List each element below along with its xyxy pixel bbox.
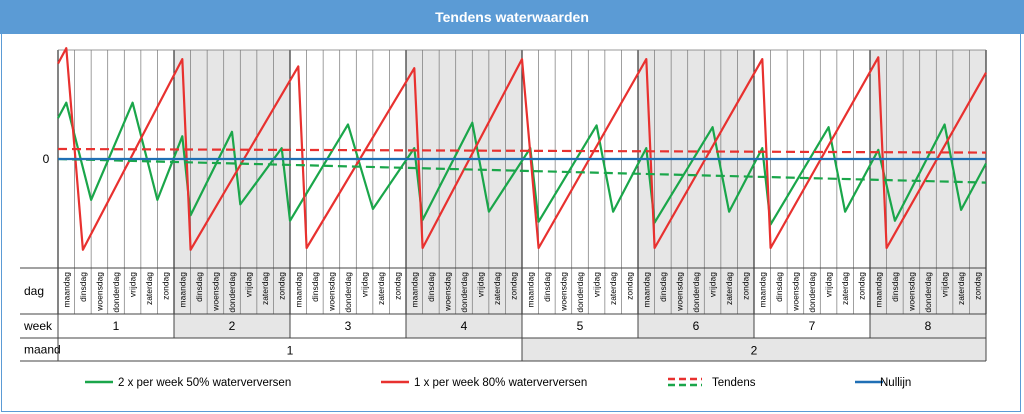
x-tick-label-day: zaterdag xyxy=(956,272,966,305)
x-tick-label-day: donderdag xyxy=(227,272,237,313)
x-tick-label-day: woensdag xyxy=(210,272,220,312)
x-tick-label-day: zaterdag xyxy=(608,272,618,305)
week-label: 8 xyxy=(925,319,932,333)
row-label-day: dag xyxy=(24,284,44,298)
series-line-tendens xyxy=(57,157,987,184)
x-tick-label-day: dinsdag xyxy=(310,272,320,302)
x-tick-label-day: maandag xyxy=(61,272,71,308)
x-tick-label-day: vrijdag xyxy=(244,272,254,297)
x-tick-label-day: dinsdag xyxy=(194,272,204,302)
row-label-week: week xyxy=(23,319,53,333)
x-tick-label-day: vrijdag xyxy=(476,272,486,297)
week-label: 3 xyxy=(345,319,352,333)
x-tick-label-day: vrijdag xyxy=(592,272,602,297)
x-tick-label-day: zondag xyxy=(277,272,287,300)
x-tick-label-day: dinsdag xyxy=(890,272,900,302)
series-line-1-x-per-week-80-waterverversen xyxy=(57,47,987,251)
x-tick-label-day: maandag xyxy=(177,272,187,308)
x-tick-label-day: zondag xyxy=(161,272,171,300)
legend-label: Nullijn xyxy=(880,377,911,389)
x-tick-label-day: woensdag xyxy=(558,272,568,312)
x-tick-label-day: woensdag xyxy=(326,272,336,312)
chart-frame xyxy=(1,34,1021,412)
week-label: 5 xyxy=(577,319,584,333)
x-tick-label-day: dinsdag xyxy=(774,272,784,302)
x-tick-label-day: zondag xyxy=(857,272,867,300)
legend-label: 1 x per week 80% waterverversen xyxy=(414,377,587,389)
x-tick-label-day: zaterdag xyxy=(376,272,386,305)
x-tick-label-day: zondag xyxy=(393,272,403,300)
shaded-week-band xyxy=(638,50,754,338)
x-tick-label-day: zondag xyxy=(625,272,635,300)
x-tick-label-day: zondag xyxy=(741,272,751,300)
x-tick-label-day: dinsdag xyxy=(542,272,552,302)
x-tick-label-day: zaterdag xyxy=(144,272,154,305)
x-tick-label-day: zaterdag xyxy=(492,272,502,305)
x-tick-label-day: vrijdag xyxy=(708,272,718,297)
x-tick-label-day: donderdag xyxy=(111,272,121,313)
x-tick-label-day: maandag xyxy=(641,272,651,308)
x-tick-label-day: vrijdag xyxy=(940,272,950,297)
x-tick-label-day: dinsdag xyxy=(78,272,88,302)
month-label: 1 xyxy=(287,344,294,358)
x-tick-label-day: zondag xyxy=(509,272,519,300)
x-tick-label-day: woensdag xyxy=(906,272,916,312)
x-tick-label-day: maandag xyxy=(525,272,535,308)
row-label-month: maand xyxy=(24,343,61,357)
x-tick-label-day: woensdag xyxy=(790,272,800,312)
x-tick-label-day: maandag xyxy=(409,272,419,308)
shaded-month-band xyxy=(522,338,986,361)
x-tick-label-day: vrijdag xyxy=(824,272,834,297)
shaded-week-band xyxy=(174,50,290,338)
x-tick-label-day: donderdag xyxy=(691,272,701,313)
chart-title: Tendens waterwaarden xyxy=(435,9,589,25)
week-label: 6 xyxy=(693,319,700,333)
x-tick-label-day: zaterdag xyxy=(840,272,850,305)
x-tick-label-day: maandag xyxy=(873,272,883,308)
x-tick-label-day: vrijdag xyxy=(360,272,370,297)
x-tick-label-day: donderdag xyxy=(923,272,933,313)
x-tick-label-day: woensdag xyxy=(442,272,452,312)
x-tick-label-day: woensdag xyxy=(94,272,104,312)
week-label: 2 xyxy=(229,319,236,333)
legend-label: Tendens xyxy=(712,377,756,389)
x-tick-label-day: donderdag xyxy=(459,272,469,313)
x-tick-label-day: donderdag xyxy=(807,272,817,313)
week-label: 7 xyxy=(809,319,816,333)
x-tick-label-day: maandag xyxy=(757,272,767,308)
week-label: 1 xyxy=(113,319,120,333)
x-tick-label-day: dinsdag xyxy=(658,272,668,302)
x-tick-label-day: maandag xyxy=(293,272,303,308)
legend-label: 2 x per week 50% waterverversen xyxy=(118,377,291,389)
series-line-tendens xyxy=(57,147,987,154)
month-label: 2 xyxy=(751,344,758,358)
week-label: 4 xyxy=(461,319,468,333)
x-tick-label-day: dinsdag xyxy=(426,272,436,302)
x-tick-label-day: zondag xyxy=(973,272,983,300)
y-tick-label-zero: 0 xyxy=(43,152,50,166)
x-tick-label-day: woensdag xyxy=(674,272,684,312)
x-tick-label-day: zaterdag xyxy=(260,272,270,305)
x-tick-label-day: donderdag xyxy=(343,272,353,313)
x-tick-label-day: zaterdag xyxy=(724,272,734,305)
x-tick-label-day: donderdag xyxy=(575,272,585,313)
x-tick-label-day: vrijdag xyxy=(128,272,138,297)
title-bar xyxy=(0,0,1024,34)
